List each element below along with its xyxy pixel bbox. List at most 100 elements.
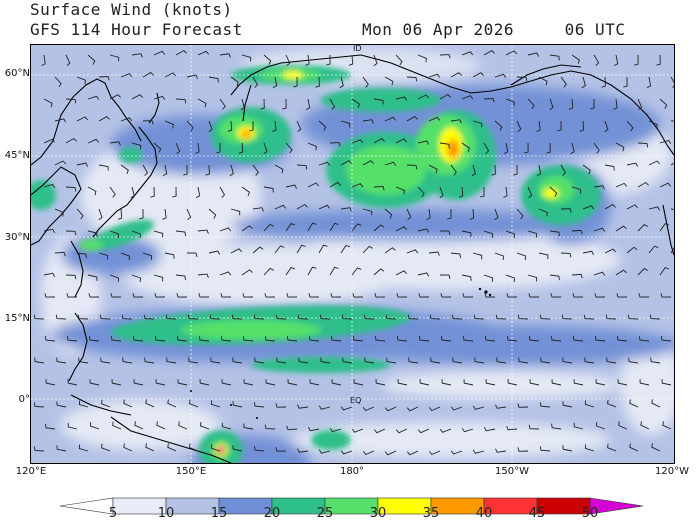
wind-barb	[538, 252, 549, 260]
wind-barb	[318, 405, 331, 410]
wind-barb	[219, 98, 226, 110]
wind-barb	[639, 379, 650, 386]
wind-barb	[593, 227, 606, 232]
wind-barb	[450, 450, 463, 455]
wind-map: ID EQ	[30, 44, 675, 464]
wind-barb	[264, 336, 276, 342]
wind-barb	[538, 76, 548, 86]
wind-barb	[241, 54, 252, 62]
wind-barb	[528, 336, 540, 342]
wind-barb	[374, 293, 386, 298]
wind-barb	[450, 406, 463, 411]
wind-barb	[329, 181, 341, 188]
wind-barb	[373, 186, 385, 191]
wind-barb	[661, 379, 672, 386]
wind-barb	[439, 230, 451, 236]
wind-barb	[272, 76, 278, 89]
wind-barb	[551, 423, 562, 430]
wind-barb	[76, 162, 89, 167]
wind-barb	[364, 357, 375, 364]
wind-barb	[429, 314, 441, 320]
wind-barb	[189, 443, 199, 452]
wind-barb	[660, 336, 672, 342]
colorbar-tick-25: 25	[316, 506, 334, 521]
wind-barb	[263, 186, 274, 193]
wind-barb	[579, 120, 585, 132]
wind-barb	[197, 50, 210, 56]
wind-barb	[373, 428, 386, 434]
wind-barb	[318, 244, 328, 254]
lat-label-45n: 45°N	[4, 150, 30, 161]
wind-barb	[618, 421, 628, 430]
wind-barb	[54, 251, 66, 257]
wind-barb	[131, 230, 141, 239]
wind-barb	[230, 208, 241, 216]
wind-barb	[65, 186, 77, 192]
wind-barb	[507, 379, 518, 386]
wind-barb	[253, 446, 265, 452]
wind-barb	[252, 76, 259, 88]
wind-barb	[166, 357, 177, 364]
wind-barb	[221, 422, 232, 430]
wind-barb	[582, 164, 591, 175]
wind-barb	[571, 54, 580, 65]
colorbar-tick-40: 40	[475, 506, 493, 521]
wind-barb	[329, 142, 341, 147]
wind-barb	[56, 445, 67, 452]
wind-barb	[549, 186, 558, 197]
wind-barb	[351, 139, 364, 144]
wind-barb	[305, 98, 311, 111]
wind-barb	[209, 314, 221, 320]
wind-barb	[670, 162, 674, 166]
wind-barb	[373, 138, 385, 144]
wind-barb	[659, 98, 668, 109]
wind-barb	[549, 230, 560, 237]
wind-barb	[111, 379, 122, 386]
wind-barb	[153, 95, 166, 100]
wind-barb	[352, 293, 364, 298]
wind-barb	[384, 406, 397, 412]
wind-barb	[45, 423, 56, 430]
wind-barb	[164, 72, 177, 78]
wind-barb	[648, 120, 658, 129]
wind-barb	[264, 424, 276, 430]
wind-barb	[274, 245, 285, 254]
wind-barb	[649, 314, 661, 320]
wind-barb	[45, 379, 56, 386]
wind-barb	[33, 314, 45, 320]
wind-barb	[629, 443, 639, 452]
lon-label-120w: 120°W	[655, 466, 689, 477]
wind-barb	[253, 402, 265, 408]
colorbar-tick-20: 20	[263, 506, 281, 521]
wind-barb	[546, 142, 551, 154]
wind-barb	[353, 379, 364, 386]
wind-barb	[417, 94, 430, 100]
wind-barb	[175, 230, 186, 237]
wind-barb	[406, 76, 418, 82]
wind-barb	[87, 54, 96, 65]
wind-barb	[479, 187, 485, 198]
wind-barb	[296, 120, 302, 133]
wind-barb	[595, 379, 606, 386]
wind-barb	[593, 185, 605, 190]
wind-barb	[406, 406, 419, 412]
wind-barb	[472, 405, 485, 410]
wind-barb	[318, 120, 327, 131]
wind-barb	[122, 357, 133, 364]
wind-barb	[626, 162, 639, 167]
colorbar-tick-5: 5	[108, 506, 118, 521]
wind-barb	[286, 293, 298, 298]
wind-barb	[494, 120, 503, 131]
wind-barb	[252, 207, 264, 212]
wind-barb	[243, 423, 254, 430]
wind-barb	[651, 443, 661, 452]
wind-barb	[65, 230, 77, 236]
wind-barb	[101, 399, 111, 408]
wind-barb	[551, 379, 562, 386]
wind-barb	[43, 228, 56, 234]
wind-barb	[550, 336, 562, 342]
wind-barb	[98, 252, 109, 260]
wind-barb	[153, 230, 164, 238]
wind-barb	[660, 293, 672, 298]
wind-barb	[495, 448, 507, 453]
